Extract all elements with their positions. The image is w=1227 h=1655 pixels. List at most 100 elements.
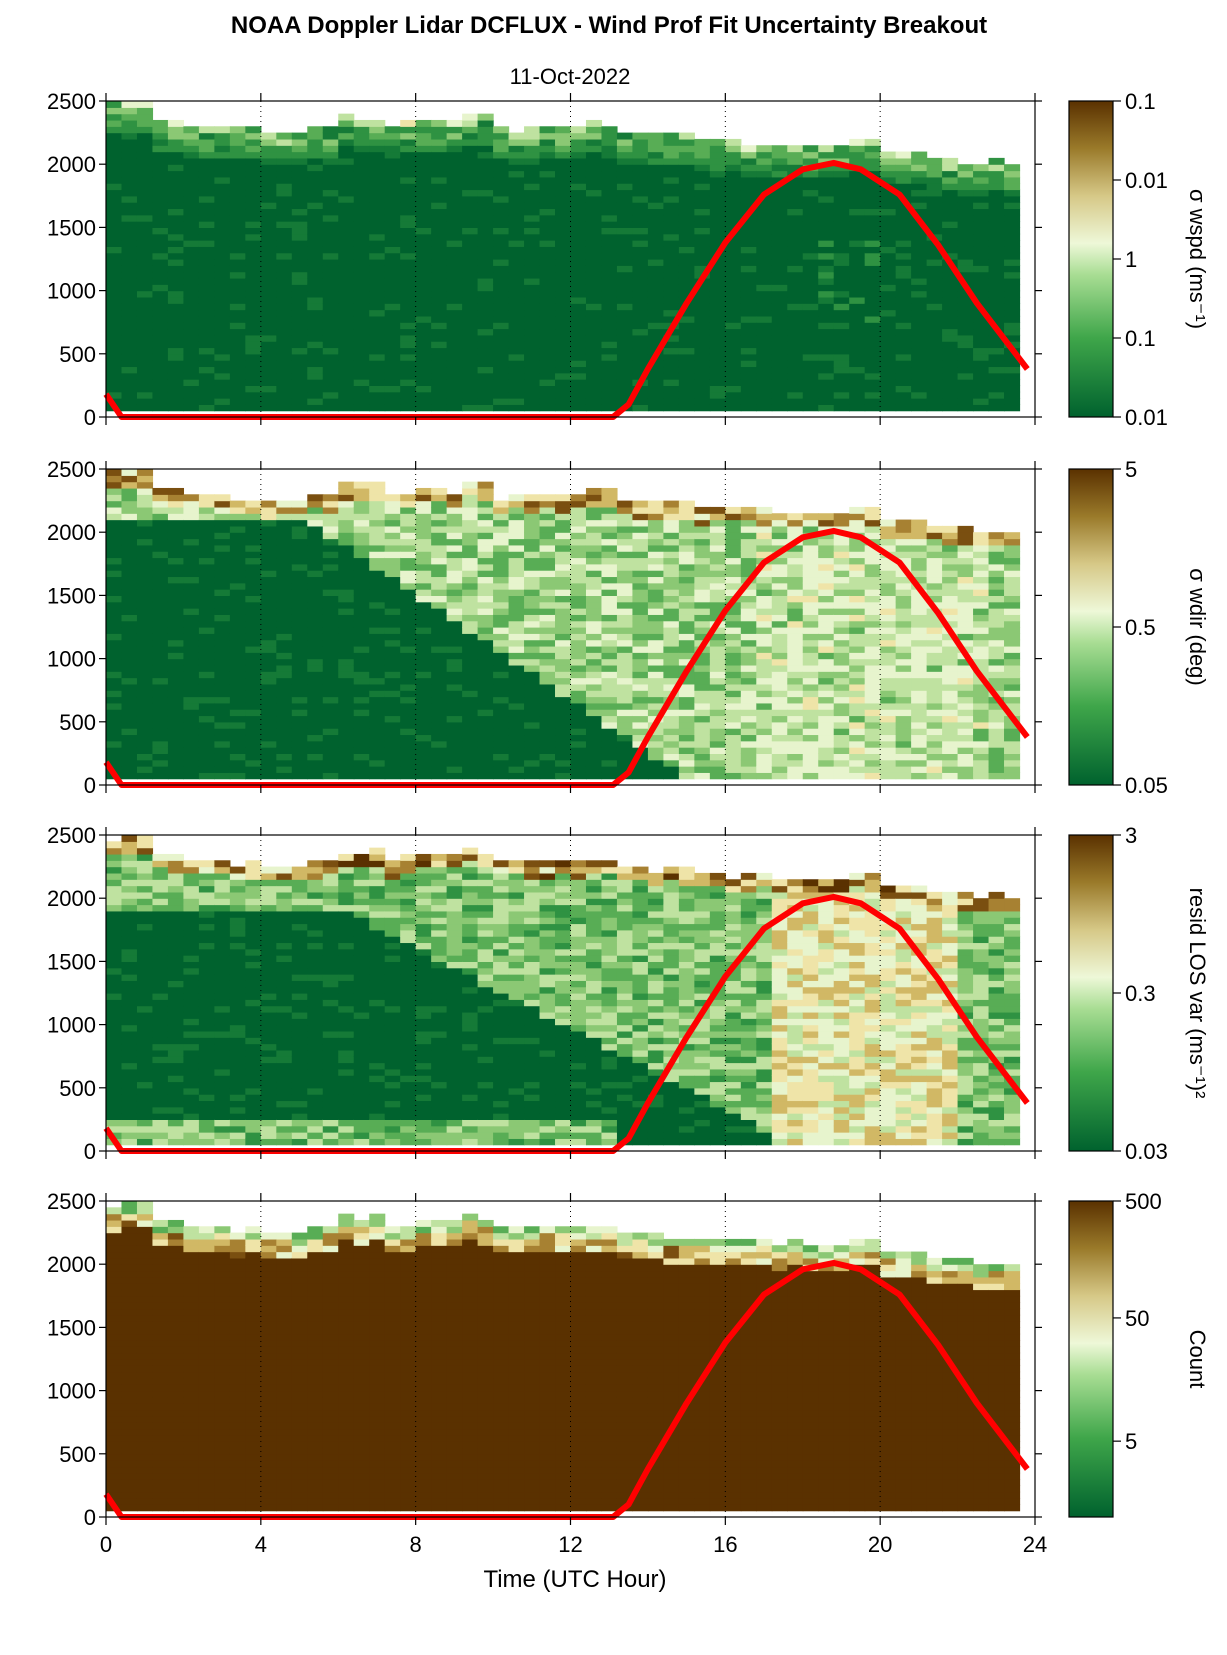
heatmap-cell (322, 296, 339, 304)
heatmap-cell (136, 551, 154, 559)
heatmap-cell (756, 532, 773, 540)
heatmap-cell (601, 265, 618, 273)
heatmap-cell (260, 513, 277, 521)
heatmap-cell (585, 664, 603, 672)
heatmap-cell (136, 341, 154, 349)
heatmap-cell (988, 265, 1005, 273)
heatmap-cell (694, 753, 711, 761)
heatmap-cell (849, 570, 866, 578)
heatmap-cell (926, 353, 943, 361)
heatmap-cell (245, 246, 262, 254)
heatmap-cell (493, 252, 510, 260)
heatmap-cell (400, 772, 417, 780)
heatmap-cell (663, 608, 680, 615)
heatmap-cell (152, 132, 169, 140)
heatmap-cell (709, 284, 726, 292)
heatmap-cell (663, 639, 680, 647)
heatmap-cell (833, 766, 850, 773)
heatmap-cell (663, 614, 680, 622)
heatmap-cell (647, 645, 664, 653)
heatmap-cell (508, 366, 525, 374)
heatmap-cell (152, 246, 169, 254)
heatmap-cell (709, 728, 726, 736)
heatmap-cell (415, 328, 432, 336)
heatmap-cell (524, 753, 541, 761)
heatmap-cell (771, 753, 788, 761)
heatmap-cell (307, 265, 324, 273)
heatmap-cell (895, 315, 912, 323)
heatmap-cell (198, 265, 215, 273)
heatmap-cell (152, 500, 169, 508)
heatmap-cell (833, 513, 850, 521)
heatmap-cell (818, 671, 835, 679)
heatmap-cell (477, 341, 494, 349)
heatmap-cell (709, 157, 726, 165)
heatmap-cell (106, 347, 123, 355)
heatmap-cell (493, 709, 510, 717)
heatmap-cell (818, 183, 835, 191)
heatmap-cell (694, 221, 711, 228)
heatmap-cell (291, 677, 308, 685)
heatmap-cell (973, 328, 990, 336)
heatmap-cell (647, 379, 664, 386)
heatmap-cell (539, 315, 556, 323)
heatmap-cell (787, 164, 804, 172)
heatmap-cell (167, 126, 185, 134)
heatmap-cell (338, 189, 355, 197)
heatmap-cell (369, 221, 386, 228)
heatmap-cell (338, 296, 355, 304)
heatmap-cell (833, 271, 850, 279)
heatmap-cell (353, 366, 370, 374)
heatmap-cell (539, 214, 556, 222)
heatmap-cell (229, 702, 246, 710)
heatmap-cell (725, 633, 742, 641)
heatmap-cell (446, 544, 463, 552)
heatmap-cell (524, 639, 541, 647)
heatmap-cell (802, 151, 819, 159)
heatmap-cell (152, 544, 169, 552)
heatmap-cell (524, 398, 541, 405)
heatmap-cell (198, 290, 215, 298)
heatmap-cell (229, 500, 246, 508)
heatmap-cell (756, 385, 773, 393)
heatmap-cell (849, 379, 866, 386)
heatmap-cell (338, 157, 355, 165)
heatmap-cell (740, 214, 757, 222)
heatmap-cell (555, 525, 572, 533)
heatmap-cell (229, 532, 246, 540)
heatmap-cell (647, 595, 664, 603)
heatmap-cell (973, 252, 990, 260)
heatmap-cell (245, 557, 262, 565)
heatmap-cell (585, 195, 603, 203)
heatmap-cell (524, 284, 541, 292)
heatmap-cell (260, 132, 277, 140)
heatmap-cell (771, 296, 788, 304)
heatmap-cell (229, 721, 246, 729)
heatmap-cell (462, 126, 479, 134)
heatmap-cell (183, 126, 200, 134)
heatmap-cell (167, 728, 185, 736)
heatmap-cell (570, 740, 587, 748)
heatmap-cell (276, 772, 293, 780)
heatmap-cell (229, 132, 246, 140)
heatmap-cell (880, 347, 897, 355)
heatmap-cell (152, 601, 169, 609)
heatmap-cell (709, 690, 726, 698)
heatmap-cell (601, 582, 618, 590)
heatmap-cell (585, 715, 603, 723)
heatmap-cell (570, 309, 587, 317)
heatmap-cell (818, 246, 835, 254)
heatmap-cell (756, 202, 773, 210)
heatmap-cell (446, 639, 463, 647)
heatmap-cell (198, 372, 215, 380)
heatmap-cell (384, 551, 401, 559)
heatmap-cell (818, 544, 835, 552)
heatmap-cell (167, 658, 185, 666)
heatmap-cell (260, 309, 277, 317)
heatmap-cell (431, 487, 448, 495)
heatmap-cell (601, 532, 618, 540)
heatmap-cell (787, 360, 804, 368)
heatmap-cell (570, 271, 587, 279)
heatmap-cell (570, 627, 587, 634)
